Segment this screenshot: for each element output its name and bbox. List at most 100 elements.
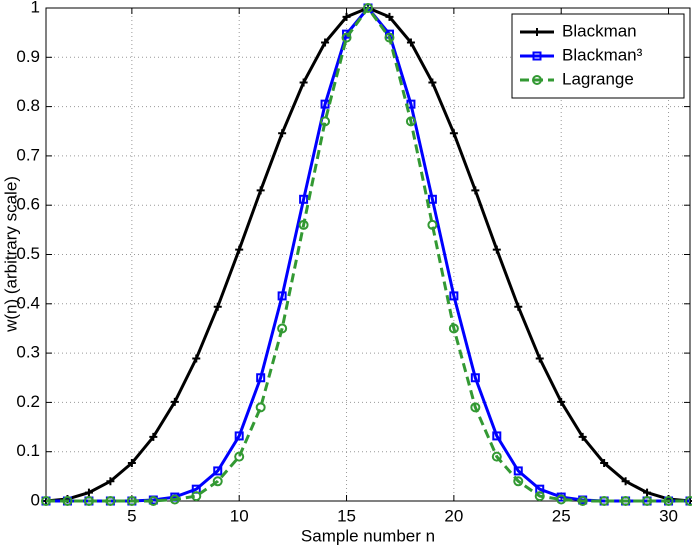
marker-shape	[557, 397, 566, 406]
marker	[255, 402, 266, 413]
marker-shape	[192, 354, 201, 363]
marker	[492, 245, 501, 254]
marker-shape	[449, 129, 458, 138]
marker	[556, 494, 567, 505]
marker-shape	[321, 38, 330, 47]
marker	[663, 496, 674, 506]
marker	[643, 488, 652, 497]
y-axis-label: w(n) (arbitrary scale)	[1, 176, 20, 333]
marker	[363, 3, 373, 13]
marker	[84, 488, 93, 497]
marker	[685, 496, 692, 506]
marker	[534, 491, 545, 502]
marker-shape	[600, 459, 609, 468]
marker	[428, 78, 437, 87]
marker	[170, 397, 179, 406]
marker-shape	[299, 78, 308, 87]
legend-label: Lagrange	[562, 69, 634, 88]
marker	[235, 245, 244, 254]
marker	[492, 431, 502, 441]
y-tick-label: 1	[31, 0, 40, 16]
y-tick-label: 0.2	[16, 392, 40, 411]
marker	[149, 432, 158, 441]
legend-label: Blackman	[562, 21, 637, 40]
y-tick-label: 0.3	[16, 343, 40, 362]
marker	[191, 491, 202, 502]
marker-shape	[235, 245, 244, 254]
marker	[427, 194, 437, 204]
marker-shape	[535, 354, 544, 363]
marker	[256, 186, 265, 195]
marker	[148, 496, 159, 506]
marker	[62, 496, 73, 506]
marker-shape	[213, 302, 222, 311]
marker	[621, 477, 630, 486]
marker	[449, 291, 459, 301]
marker	[321, 38, 330, 47]
marker	[449, 129, 458, 138]
marker	[320, 99, 330, 109]
marker	[600, 459, 609, 468]
marker	[106, 477, 115, 486]
marker	[535, 354, 544, 363]
marker	[299, 78, 308, 87]
marker	[320, 116, 331, 127]
y-tick-label: 0.1	[16, 441, 40, 460]
x-tick-label: 20	[444, 506, 463, 525]
marker	[513, 466, 523, 476]
marker-shape	[471, 186, 480, 195]
marker-shape	[428, 78, 437, 87]
marker	[557, 397, 566, 406]
y-tick-label: 0	[31, 490, 40, 509]
x-tick-label: 25	[552, 506, 571, 525]
marker-shape	[533, 28, 541, 36]
y-tick-label: 0.6	[16, 195, 40, 214]
marker-shape	[342, 12, 351, 21]
marker-shape	[643, 488, 652, 497]
marker	[427, 219, 438, 230]
series-line	[46, 5, 690, 503]
marker	[470, 402, 481, 413]
marker	[278, 129, 287, 138]
marker	[514, 302, 523, 311]
marker	[41, 496, 51, 506]
x-tick-label: 15	[337, 506, 356, 525]
marker	[341, 32, 352, 43]
marker	[470, 373, 480, 383]
marker	[127, 459, 136, 468]
marker	[298, 219, 309, 230]
marker-shape	[127, 459, 136, 468]
marker-shape	[149, 432, 158, 441]
marker	[533, 28, 541, 36]
marker	[277, 323, 288, 334]
marker-shape	[278, 129, 287, 138]
x-axis-label: Sample number n	[301, 526, 435, 545]
marker	[299, 194, 309, 204]
marker-shape	[492, 245, 501, 254]
marker	[406, 38, 415, 47]
marker	[385, 12, 394, 21]
marker	[577, 496, 588, 506]
marker	[213, 302, 222, 311]
marker	[471, 186, 480, 195]
x-tick-label: 5	[127, 506, 136, 525]
marker	[642, 496, 653, 506]
marker	[491, 451, 502, 462]
marker	[599, 496, 610, 506]
marker	[234, 451, 245, 462]
x-tick-label: 10	[230, 506, 249, 525]
marker-shape	[256, 186, 265, 195]
marker	[169, 494, 180, 505]
marker-shape	[514, 302, 523, 311]
marker-shape	[84, 488, 93, 497]
marker	[83, 496, 94, 506]
x-tick-label: 30	[659, 506, 678, 525]
marker-shape	[170, 397, 179, 406]
marker	[578, 432, 587, 441]
marker	[277, 291, 287, 301]
marker	[448, 323, 459, 334]
marker	[213, 466, 223, 476]
y-tick-label: 0.8	[16, 96, 40, 115]
y-tick-label: 0.4	[16, 293, 40, 312]
